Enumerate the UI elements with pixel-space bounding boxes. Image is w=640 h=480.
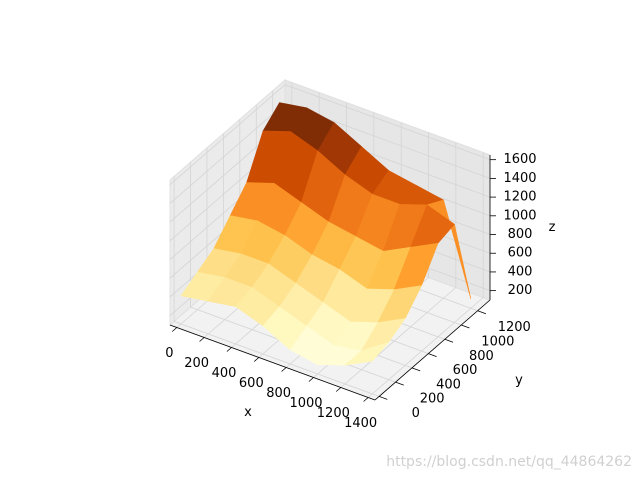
grid-line xyxy=(284,84,491,161)
surface-face xyxy=(343,341,390,366)
y-tick xyxy=(411,367,421,372)
y-tick-label: 800 xyxy=(469,349,494,364)
y-tick-label: 400 xyxy=(436,377,461,392)
y-tick xyxy=(461,324,470,329)
x-tick xyxy=(281,367,287,372)
x-tick xyxy=(308,377,314,382)
y-tick xyxy=(395,381,404,386)
x-tick-label: 1000 xyxy=(289,396,322,411)
x-tick-label: 800 xyxy=(266,386,291,401)
y-axis xyxy=(374,299,491,401)
x-tick-label: 600 xyxy=(239,376,264,391)
grid-line xyxy=(173,321,380,397)
z-tick-label: 200 xyxy=(508,283,533,298)
z-tick-label: 400 xyxy=(508,264,533,279)
x-tick-label: 1400 xyxy=(344,416,377,431)
x-tick-label: 400 xyxy=(212,366,237,381)
x-tick-label: 1200 xyxy=(317,406,350,421)
y-tick xyxy=(378,396,388,400)
y-tick xyxy=(428,353,437,357)
grid-line xyxy=(340,287,457,388)
y-axis-label: y xyxy=(515,373,523,388)
z-tick-label: 1200 xyxy=(503,190,536,205)
x-tick xyxy=(253,357,260,362)
z-tick-label: 1400 xyxy=(503,171,536,186)
y-tick-label: 1200 xyxy=(498,320,531,335)
watermark: https://blog.csdn.net/qq_44864262 xyxy=(386,454,632,470)
x-axis-label: x xyxy=(244,405,252,420)
x-tick xyxy=(199,337,205,342)
z-axis-label: z xyxy=(549,220,556,235)
z-tick-label: 1000 xyxy=(503,208,536,223)
y-tick xyxy=(477,310,487,315)
grid-line xyxy=(169,103,286,204)
y-tick-label: 200 xyxy=(420,392,445,407)
grid-line xyxy=(367,297,484,398)
x-axis xyxy=(169,324,376,401)
x-tick xyxy=(226,347,232,352)
z-tick-label: 600 xyxy=(508,246,533,261)
y-tick-label: 1000 xyxy=(481,335,514,350)
y-tick-label: 0 xyxy=(412,406,420,421)
x-tick xyxy=(335,387,342,392)
z-tick-label: 800 xyxy=(508,227,533,242)
x-tick xyxy=(363,397,369,402)
z-tick-label: 1600 xyxy=(503,152,536,167)
y-tick xyxy=(444,338,454,343)
x-tick-label: 0 xyxy=(165,346,173,361)
x-tick-label: 200 xyxy=(184,356,209,371)
x-tick xyxy=(171,327,178,332)
y-tick-label: 600 xyxy=(453,363,478,378)
grid-line xyxy=(169,84,286,185)
